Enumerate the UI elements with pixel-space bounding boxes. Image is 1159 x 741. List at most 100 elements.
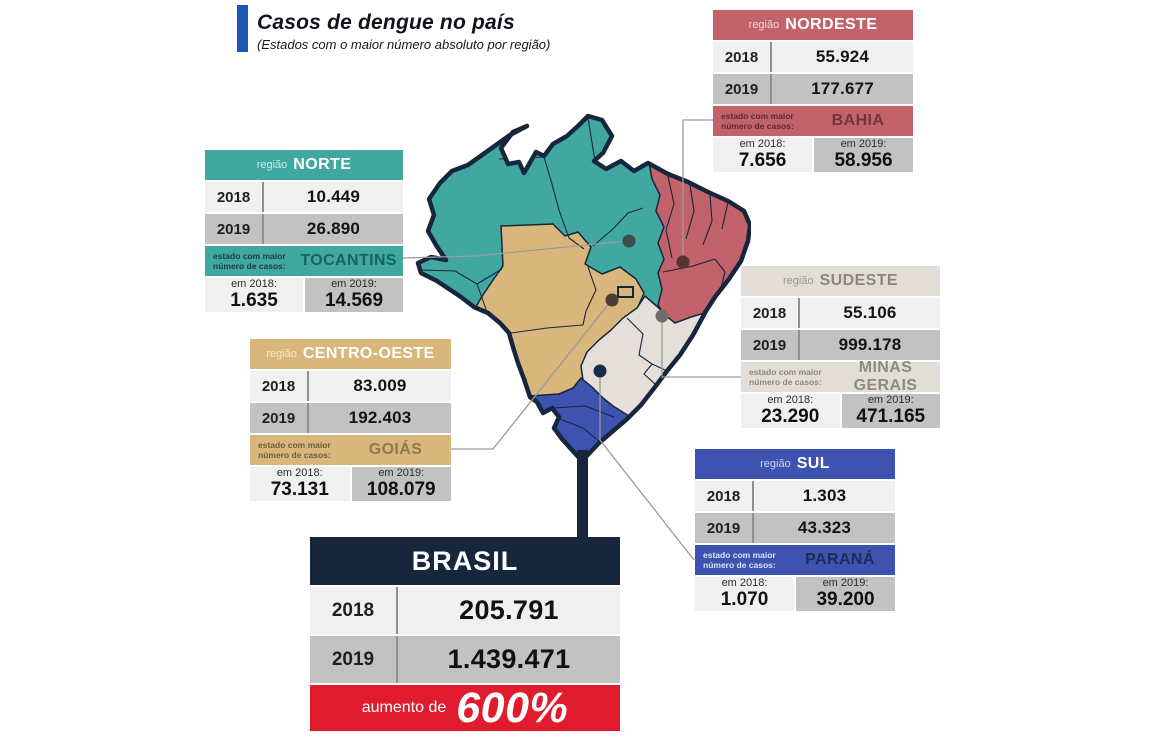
region-name: CENTRO-OESTE [302,345,435,362]
brasil-cases-2018: 205.791 [459,595,559,625]
state-2019-cell: em 2019: 108.079 [351,467,451,501]
year-label: 2019 [713,74,772,104]
region-box-sudeste: região SUDESTE 2018 55.106 2019 999.178 … [741,266,940,428]
cases-2019: 999.178 [838,335,902,354]
top-state-row: estado com maior número de casos: BAHIA [713,106,913,136]
title-accent-bar [237,5,248,52]
top-state-label: estado com maior número de casos: [258,439,331,460]
cases-2018: 55.924 [815,47,870,66]
top-state-label: estado com maior número de casos: [213,250,286,271]
cases-2019: 177.677 [811,79,874,98]
state-2019-cell: em 2019: 58.956 [814,138,913,172]
year-row-2019: 2019 192.403 [250,403,451,433]
region-box-norte: região NORTE 2018 10.449 2019 26.890 est… [205,150,403,312]
top-state-label: estado com maior número de casos: [703,549,776,570]
top-state-row: estado com maior número de casos: TOCANTI… [205,246,403,276]
state-2018-cell: em 2018: 1.635 [205,278,303,312]
year-row-2018: 2018 10.449 [205,182,403,212]
brasil-row-2018: 2018 205.791 [310,587,620,634]
year-label: 2019 [250,403,309,433]
top-state-name: MINAS GERAIS [853,359,918,394]
cases-2019: 26.890 [306,219,361,238]
state-cases-2019: 471.165 [856,405,926,427]
region-box-centro-oeste: região CENTRO-OESTE 2018 83.009 2019 192… [250,339,451,501]
brasil-cases-2019: 1.439.471 [447,644,571,674]
brasil-row-2019: 2019 1.439.471 [310,636,620,683]
state-values-row: em 2018: 1.070 em 2019: 39.200 [695,577,895,611]
state-2018-cell: em 2018: 73.131 [250,467,350,501]
brasil-title: BRASIL [310,537,620,585]
year-label: 2018 [250,371,309,401]
cases-2019: 43.323 [797,518,852,537]
state-cases-2018: 23.290 [761,405,820,427]
region-header: região SUDESTE [741,266,940,296]
region-prefix-label: região [748,19,780,31]
year-label: 2019 [741,330,800,360]
top-state-row: estado com maior número de casos: GOIÁS [250,435,451,465]
year-row-2018: 2018 83.009 [250,371,451,401]
top-state-name: TOCANTINS [300,252,397,269]
region-box-sul: região SUL 2018 1.303 2019 43.323 estado… [695,449,895,611]
top-state-row: estado com maior número de casos: PARANÁ [695,545,895,575]
region-prefix-label: região [760,458,791,470]
brasil-box: BRASIL 2018 205.791 2019 1.439.471 aumen… [310,537,620,732]
region-header: região CENTRO-OESTE [250,339,451,369]
year-label: 2019 [205,214,264,244]
state-values-row: em 2018: 73.131 em 2019: 108.079 [250,467,451,501]
increase-banner: aumento de 600% [310,683,620,732]
top-state-name: PARANÁ [805,551,875,568]
region-prefix-label: região [256,159,288,171]
top-state-row: estado com maior número de casos: MINAS G… [741,359,940,394]
state-cases-2019: 108.079 [366,478,436,500]
state-cases-2019: 39.200 [816,588,875,610]
year-row-2019: 2019 999.178 [741,330,940,360]
region-prefix-label: região [266,348,297,360]
distrito-federal-marker [617,286,634,298]
cases-2018: 55.106 [843,303,897,322]
state-2019-cell: em 2019: 14.569 [305,278,403,312]
year-label: 2019 [695,513,754,543]
region-name: NORTE [293,156,352,173]
region-header: região NORTE [205,150,403,180]
year-row-2019: 2019 26.890 [205,214,403,244]
state-values-row: em 2018: 1.635 em 2019: 14.569 [205,278,403,312]
year-row-2018: 2018 55.924 [713,42,913,72]
top-state-name: BAHIA [831,112,885,129]
year-label: 2018 [310,587,398,634]
cases-2019: 192.403 [348,408,412,427]
page-title: Casos de dengue no país [257,11,515,34]
state-cases-2018: 1.635 [230,289,278,311]
year-label: 2018 [713,42,772,72]
region-header: região NORDESTE [713,10,913,40]
state-2018-cell: em 2018: 7.656 [713,138,812,172]
region-header: região SUL [695,449,895,479]
year-label: 2018 [695,481,754,511]
state-cases-2018: 1.070 [720,588,769,610]
region-box-nordeste: região NORDESTE 2018 55.924 2019 177.677… [713,10,913,172]
year-label: 2018 [205,182,264,212]
top-state-label: estado com maior número de casos: [721,110,794,131]
region-name: SUDESTE [819,272,898,289]
region-name: NORDESTE [785,16,878,33]
cases-2018: 10.449 [306,187,361,206]
region-prefix-label: região [783,275,814,287]
year-label: 2018 [741,298,800,328]
map-region-nordeste [646,151,750,324]
increase-label: aumento de [361,699,447,716]
state-2019-cell: em 2019: 471.165 [841,394,940,428]
state-2018-cell: em 2018: 23.290 [741,394,840,428]
top-state-name: GOIÁS [368,441,423,458]
state-values-row: em 2018: 7.656 em 2019: 58.956 [713,138,913,172]
year-row-2019: 2019 177.677 [713,74,913,104]
state-cases-2019: 14.569 [324,289,384,311]
page-subtitle: (Estados com o maior número absoluto por… [257,37,551,52]
state-cases-2019: 58.956 [834,149,893,171]
year-label: 2019 [310,636,398,683]
state-2019-cell: em 2019: 39.200 [796,577,895,611]
year-row-2018: 2018 1.303 [695,481,895,511]
increase-value: 600% [456,683,569,732]
region-name: SUL [796,455,830,472]
year-row-2019: 2019 43.323 [695,513,895,543]
state-2018-cell: em 2018: 1.070 [695,577,794,611]
